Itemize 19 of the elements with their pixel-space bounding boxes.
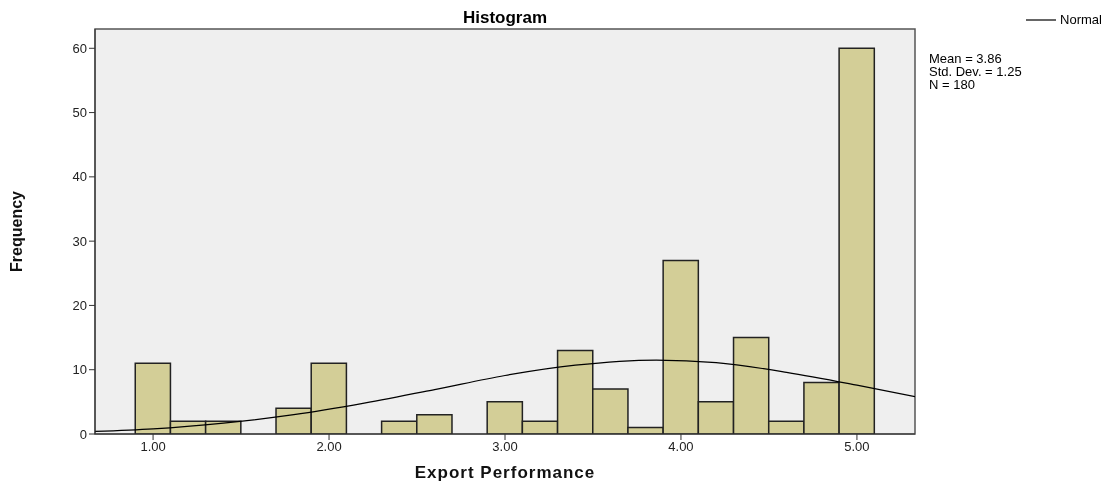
y-tick-label: 40 (72, 169, 87, 185)
text: N = 180 (929, 77, 976, 92)
y-tick-label: 0 (79, 426, 87, 442)
text: Std. Dev. = 1.25 (929, 64, 1022, 79)
y-axis-title: Frequency (7, 190, 25, 272)
legend-label: Normal (1060, 12, 1102, 27)
x-tick-label: 3.00 (492, 439, 518, 455)
y-tick-label: 20 (72, 298, 87, 314)
y-tick-label: 50 (72, 105, 87, 121)
x-axis-title: Export Performance (414, 463, 596, 482)
x-tick-label: 1.00 (140, 439, 166, 455)
y-tick-label: 10 (72, 362, 87, 378)
y-tick-label: 60 (72, 40, 87, 56)
chart-title: Histogram (461, 8, 549, 28)
x-tick-label: 4.00 (668, 439, 694, 455)
text: Mean = 3.86 (929, 51, 1003, 66)
x-tick-label: 5.00 (844, 439, 870, 455)
y-tick-label: 30 (72, 233, 87, 249)
x-tick-label: 2.00 (316, 439, 342, 455)
